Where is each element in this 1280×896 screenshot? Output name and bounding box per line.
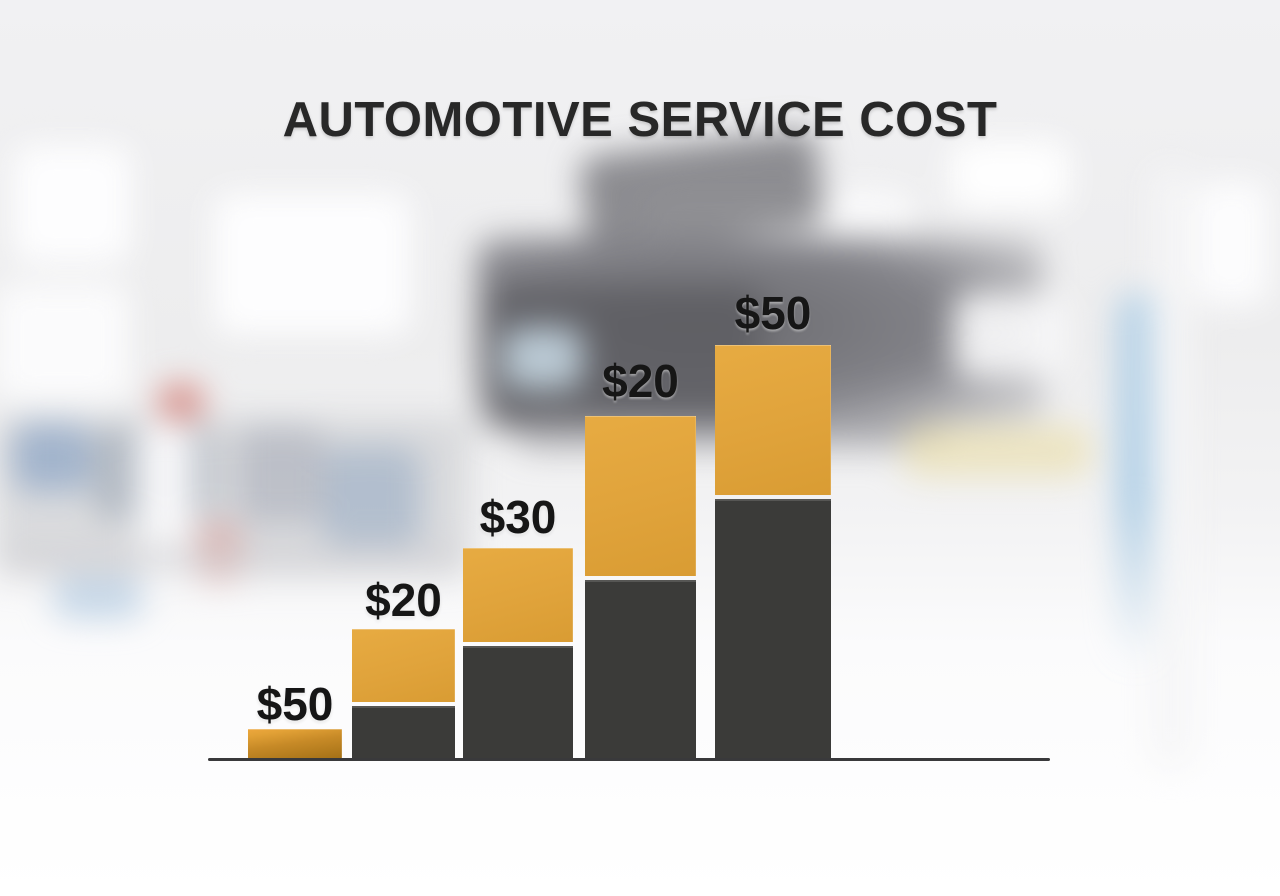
bar-column — [585, 416, 696, 760]
blue-object-blob — [53, 577, 143, 619]
ceiling-light-blob — [950, 140, 1070, 210]
orange-segment — [463, 548, 573, 642]
bar-value-label: $50 — [734, 287, 812, 339]
window-glow — [13, 145, 131, 263]
bar-value-label: $20 — [602, 355, 679, 407]
bar-column — [463, 548, 573, 760]
bar-column — [352, 629, 455, 760]
x-axis-line — [208, 758, 1050, 761]
window-glow — [0, 283, 130, 401]
dark-segment — [463, 646, 573, 760]
orange-segment — [248, 729, 342, 760]
gray-cabinet-blob — [237, 427, 325, 523]
bar-column — [248, 729, 342, 760]
blue-cabinet-blob — [323, 447, 421, 549]
window-glow — [1195, 181, 1269, 305]
dark-segment — [585, 580, 696, 760]
bar-value-label: $50 — [256, 678, 334, 730]
lift-arm-blob — [903, 425, 1091, 477]
highlight-blob — [953, 293, 1065, 377]
bar-value-label: $30 — [479, 491, 557, 543]
dark-segment — [352, 706, 455, 760]
bar-value-label: $20 — [365, 574, 442, 626]
light-pillar — [1151, 167, 1191, 767]
orange-segment — [585, 416, 696, 576]
orange-segment — [715, 345, 831, 495]
bar-column — [715, 345, 831, 760]
red-object-blob — [157, 383, 205, 421]
chart-title: AUTOMOTIVE SERVICE COST — [282, 93, 998, 147]
window-glow — [213, 193, 411, 335]
dark-segment — [715, 499, 831, 760]
car-window-tint — [503, 327, 583, 389]
orange-segment — [352, 629, 455, 702]
blue-toolbox-blob — [13, 423, 91, 491]
floor-shadow — [0, 543, 470, 573]
